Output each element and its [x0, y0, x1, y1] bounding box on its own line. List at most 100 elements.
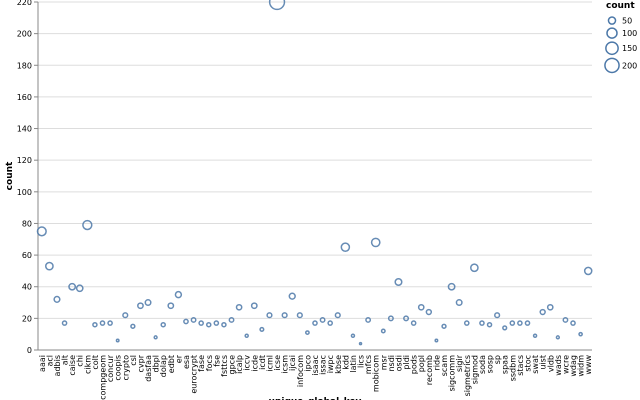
point	[394, 277, 403, 287]
point	[99, 320, 106, 326]
x-tick-label: lics	[357, 355, 366, 368]
x-tick-label: sigir	[455, 354, 464, 372]
x-tick-label: icsm	[281, 355, 290, 374]
y-tick-label: 100	[17, 188, 32, 197]
point	[470, 263, 479, 273]
point	[92, 321, 98, 328]
point	[75, 284, 84, 293]
point	[137, 302, 144, 310]
point	[555, 335, 561, 340]
point	[417, 303, 425, 311]
point	[82, 219, 93, 231]
point	[350, 333, 356, 339]
legend-symbol	[604, 57, 620, 74]
point	[340, 242, 351, 252]
x-tick-label: latin	[349, 355, 358, 373]
legend-label: 100	[622, 29, 637, 38]
y-tick-label: 160	[17, 93, 32, 102]
point	[206, 321, 212, 328]
y-tick-label: 220	[17, 0, 32, 7]
x-tick-label: sosp	[486, 355, 495, 373]
x-tick-label: sp	[493, 355, 502, 364]
point	[68, 282, 77, 291]
point	[570, 320, 576, 326]
x-tick-label: aaai	[38, 355, 47, 372]
x-tick-label: iccv	[243, 355, 252, 371]
point	[174, 290, 183, 299]
y-axis-title: count	[5, 161, 15, 190]
x-tick-label: stacs	[516, 355, 525, 376]
y-tick-label: 40	[22, 283, 32, 292]
point	[463, 320, 470, 326]
x-tick-label: sigmetrics	[463, 355, 472, 396]
y-tick-label: 80	[22, 219, 32, 228]
point	[122, 312, 129, 319]
x-tick-label: scam	[440, 355, 449, 376]
point	[532, 333, 538, 339]
point	[221, 321, 227, 328]
point	[213, 320, 220, 326]
x-tick-label: concur	[106, 354, 115, 382]
x-tick-label: isaac	[311, 355, 320, 376]
x-tick-label: fse	[212, 355, 221, 367]
x-tick-label: edbt	[167, 355, 176, 373]
x-tick-label: icdt	[258, 355, 267, 370]
point	[44, 261, 54, 271]
y-tick-label: 120	[17, 156, 32, 165]
point	[486, 321, 493, 328]
point	[327, 320, 333, 326]
point	[319, 317, 326, 323]
x-tick-label: sigmod	[470, 355, 479, 384]
point	[190, 317, 197, 323]
point	[425, 308, 433, 316]
x-tick-label: stoc	[523, 355, 532, 372]
x-tick-label: mobicom	[372, 355, 381, 392]
point	[312, 320, 318, 326]
x-axis-title: unique_global_key	[269, 397, 362, 400]
point	[441, 323, 447, 329]
y-tick-label: 60	[22, 251, 32, 260]
point	[370, 237, 381, 248]
x-tick-label: ride	[432, 355, 441, 371]
point	[115, 338, 120, 343]
point	[578, 331, 583, 337]
point	[198, 320, 204, 326]
x-tick-label: dolap	[159, 355, 168, 377]
legend-symbol	[605, 41, 619, 56]
point	[380, 328, 386, 334]
x-tick-label: nsdi	[387, 355, 396, 372]
point	[387, 315, 394, 322]
x-tick-label: kbse	[334, 355, 343, 374]
point	[144, 299, 152, 307]
x-tick-label: widm	[577, 355, 586, 377]
x-tick-label: fase	[197, 355, 206, 372]
y-tick-label: 180	[17, 61, 32, 70]
point	[410, 320, 417, 326]
legend-label: 50	[622, 17, 632, 26]
x-tick-label: issac	[319, 355, 328, 375]
x-tick-label: swat	[531, 355, 540, 374]
point	[53, 295, 61, 303]
point	[61, 320, 68, 326]
point	[455, 299, 463, 307]
x-tick-label: compgeom	[99, 355, 108, 400]
point	[509, 320, 516, 326]
x-tick-label: alt	[61, 355, 70, 365]
x-tick-label: acl	[45, 355, 54, 367]
point	[434, 338, 439, 343]
point	[160, 321, 166, 328]
point	[358, 341, 363, 346]
point	[130, 323, 136, 329]
x-tick-label: dasfaa	[144, 355, 153, 382]
x-tick-label: infocom	[296, 355, 305, 387]
point	[447, 282, 456, 291]
y-tick-label: 140	[17, 125, 32, 134]
x-tick-label: icalp	[235, 355, 244, 374]
x-tick-label: recomb	[425, 355, 434, 385]
x-tick-label: ipco	[303, 355, 312, 372]
x-tick-label: pldi	[402, 355, 411, 370]
x-tick-label: adbis	[53, 355, 62, 376]
point	[153, 335, 158, 340]
x-tick-label: icse	[273, 355, 282, 371]
